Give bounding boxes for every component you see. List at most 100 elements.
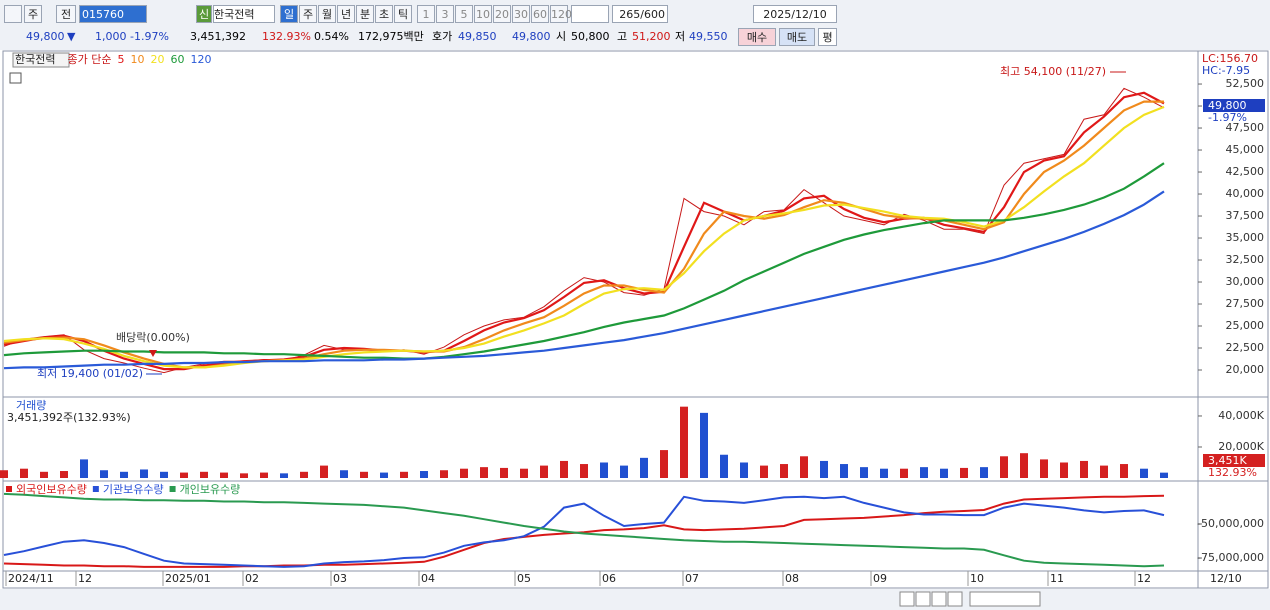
period-button[interactable]: 월 bbox=[318, 5, 336, 23]
interval-button[interactable]: 60 bbox=[531, 5, 549, 23]
interval-button[interactable]: 1 bbox=[417, 5, 435, 23]
y-tick-label: 42,500 bbox=[1226, 165, 1265, 178]
y-tick-label: -75,000,000 bbox=[1197, 551, 1264, 564]
grid-icon[interactable] bbox=[9, 72, 22, 84]
code-input[interactable]: 015760 bbox=[79, 5, 147, 23]
volume-bar bbox=[60, 471, 68, 478]
volume-bar bbox=[1080, 460, 1088, 478]
current-volume: 3,451K bbox=[1208, 454, 1247, 467]
event-annotation: 배당락(0.00%) bbox=[116, 331, 190, 344]
period-button[interactable]: 일 bbox=[280, 5, 298, 23]
y-tick-label: 37,500 bbox=[1226, 209, 1265, 222]
x-tick-label: 05 bbox=[517, 572, 531, 585]
interval-button[interactable]: 10 bbox=[474, 5, 492, 23]
volume-bar bbox=[1020, 453, 1028, 478]
volume-bar bbox=[40, 471, 48, 478]
dropdown[interactable] bbox=[571, 5, 609, 23]
current-price-box bbox=[1203, 99, 1265, 112]
volume-title: 거래량 bbox=[16, 399, 46, 412]
volume-bar bbox=[1000, 456, 1008, 478]
legend-text: 종가 단순 bbox=[67, 53, 111, 66]
volume-bar bbox=[240, 473, 248, 478]
volume-bar bbox=[540, 465, 548, 478]
ask-label: 호가 bbox=[432, 30, 453, 43]
y-tick-label: 20,000 bbox=[1226, 363, 1265, 376]
volume-bar bbox=[640, 457, 648, 478]
zoom-slider[interactable] bbox=[969, 591, 1041, 607]
volume: 3,451,392 bbox=[190, 30, 246, 43]
avg-button[interactable]: 평 bbox=[818, 28, 837, 46]
volume-bar bbox=[280, 473, 288, 478]
button[interactable] bbox=[947, 591, 963, 607]
legend-text: 기관보유수량 bbox=[103, 483, 164, 496]
interval-button[interactable]: 3 bbox=[436, 5, 454, 23]
volume-bar bbox=[500, 467, 508, 478]
prev-button[interactable]: 전 bbox=[56, 5, 76, 23]
volume-bar bbox=[360, 471, 368, 478]
ask: 49,850 bbox=[458, 30, 497, 43]
period-button[interactable]: 년 bbox=[337, 5, 355, 23]
button[interactable] bbox=[915, 591, 931, 607]
volume-bar bbox=[480, 467, 488, 478]
scroll-buttons bbox=[899, 591, 1041, 607]
rate: -1.97% bbox=[130, 30, 169, 43]
x-tick-label: 02 bbox=[245, 572, 259, 585]
volume-bar bbox=[0, 470, 8, 478]
y-tick-label: 25,000 bbox=[1226, 319, 1265, 332]
volume-bar bbox=[1120, 464, 1128, 478]
turnover: 0.54% bbox=[314, 30, 349, 43]
y-tick-label: 40,000K bbox=[1218, 409, 1264, 422]
lc-label: LC:156.70 bbox=[1202, 52, 1258, 65]
y-tick-label: 47,500 bbox=[1226, 121, 1265, 134]
button[interactable] bbox=[899, 591, 915, 607]
volume-bar bbox=[160, 471, 168, 478]
interval-button[interactable]: 5 bbox=[455, 5, 473, 23]
market-button[interactable]: 주 bbox=[24, 5, 42, 23]
current-price: 49,800 bbox=[1208, 99, 1247, 112]
volume-bar bbox=[820, 460, 828, 478]
high-annotation: 최고 54,100 (11/27) bbox=[1000, 65, 1106, 78]
volume-bar bbox=[1100, 465, 1108, 478]
interval-button[interactable]: 20 bbox=[493, 5, 511, 23]
period-button[interactable]: 주 bbox=[299, 5, 317, 23]
volume-bar bbox=[860, 467, 868, 478]
event-marker bbox=[149, 350, 157, 357]
y-tick-label: 27,500 bbox=[1226, 297, 1265, 310]
stock-name: 한국전력 bbox=[213, 5, 275, 23]
arrow: ▼ bbox=[67, 30, 76, 43]
x-tick-label: 11 bbox=[1050, 572, 1064, 585]
period-button[interactable]: 틱 bbox=[394, 5, 412, 23]
volume-bar bbox=[520, 468, 528, 478]
high: 51,200 bbox=[632, 30, 671, 43]
volume-bar bbox=[1040, 459, 1048, 478]
volume-bar bbox=[660, 450, 668, 478]
volume-bar bbox=[1160, 472, 1168, 478]
menu-icon[interactable] bbox=[4, 5, 22, 23]
date-input[interactable]: 2025/12/10 bbox=[753, 5, 837, 23]
period-button[interactable]: 초 bbox=[375, 5, 393, 23]
name-box bbox=[12, 52, 70, 68]
volume-bar bbox=[460, 468, 468, 478]
legend-swatch bbox=[169, 486, 176, 492]
x-tick-label: 10 bbox=[970, 572, 984, 585]
period-button[interactable]: 분 bbox=[356, 5, 374, 23]
legend-text: 5 bbox=[117, 53, 124, 66]
volume-bar bbox=[320, 465, 328, 478]
volume-bar bbox=[900, 468, 908, 478]
x-tick-label: 09 bbox=[873, 572, 887, 585]
sell-button[interactable]: 매도 bbox=[779, 28, 815, 46]
current-rate: -1.97% bbox=[1208, 111, 1247, 124]
volume-bar bbox=[440, 470, 448, 478]
y-tick-label: 32,500 bbox=[1226, 253, 1265, 266]
x-tick-label: 06 bbox=[602, 572, 616, 585]
interval-button[interactable]: 120 bbox=[550, 5, 572, 23]
volume-bar bbox=[420, 471, 428, 478]
count-input[interactable]: 265/600 bbox=[612, 5, 668, 23]
legend-text: 60 bbox=[170, 53, 184, 66]
legend-swatch bbox=[6, 486, 12, 492]
buy-button[interactable]: 매수 bbox=[738, 28, 776, 46]
interval-button[interactable]: 30 bbox=[512, 5, 530, 23]
button[interactable] bbox=[931, 591, 947, 607]
x-tick-label: 04 bbox=[421, 572, 435, 585]
volume-bar bbox=[800, 456, 808, 478]
